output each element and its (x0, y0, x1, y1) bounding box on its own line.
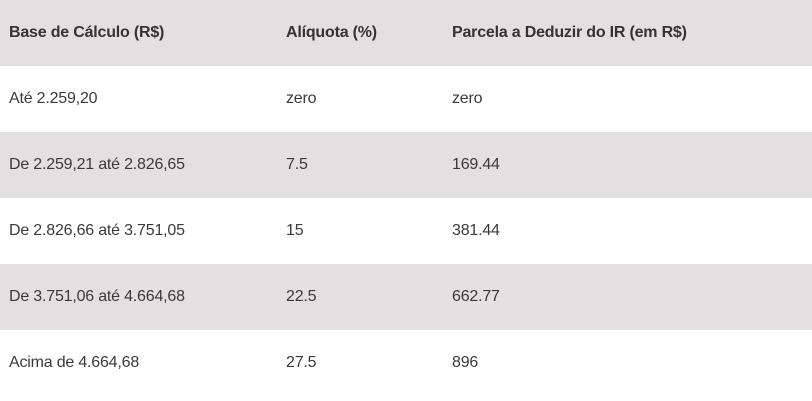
header-base-calculo: Base de Cálculo (R$) (9, 24, 165, 41)
cell-base: De 2.826,66 até 3.751,05 (9, 222, 185, 239)
cell-base: De 3.751,06 até 4.664,68 (9, 288, 185, 305)
cell-aliquota: zero (286, 90, 317, 107)
cell-parcela: 896 (452, 354, 479, 371)
cell-aliquota: 27.5 (286, 354, 317, 371)
header-row: Base de Cálculo (R$) Alíquota (%) Parcel… (0, 0, 812, 66)
cell-base: Acima de 4.664,68 (9, 354, 140, 371)
table-row: De 3.751,06 até 4.664,68 22.5 662.77 (0, 264, 812, 330)
table-body: Até 2.259,20 zero zero De 2.259,21 até 2… (0, 66, 812, 396)
cell-base: Até 2.259,20 (9, 90, 98, 107)
cell-base: De 2.259,21 até 2.826,65 (9, 156, 185, 173)
table-row: Até 2.259,20 zero zero (0, 66, 812, 132)
cell-aliquota: 7.5 (286, 156, 308, 173)
cell-parcela: zero (452, 90, 483, 107)
table-header: Base de Cálculo (R$) Alíquota (%) Parcel… (0, 0, 812, 66)
header-parcela-deduzir: Parcela a Deduzir do IR (em R$) (452, 24, 687, 41)
cell-parcela: 169.44 (452, 156, 500, 173)
table-row: De 2.826,66 até 3.751,05 15 381.44 (0, 198, 812, 264)
cell-aliquota: 15 (286, 222, 304, 239)
cell-aliquota: 22.5 (286, 288, 317, 305)
table-row: Acima de 4.664,68 27.5 896 (0, 330, 812, 396)
table-row: De 2.259,21 até 2.826,65 7.5 169.44 (0, 132, 812, 198)
cell-parcela: 662.77 (452, 288, 500, 305)
cell-parcela: 381.44 (452, 222, 500, 239)
header-aliquota: Alíquota (%) (286, 24, 377, 41)
